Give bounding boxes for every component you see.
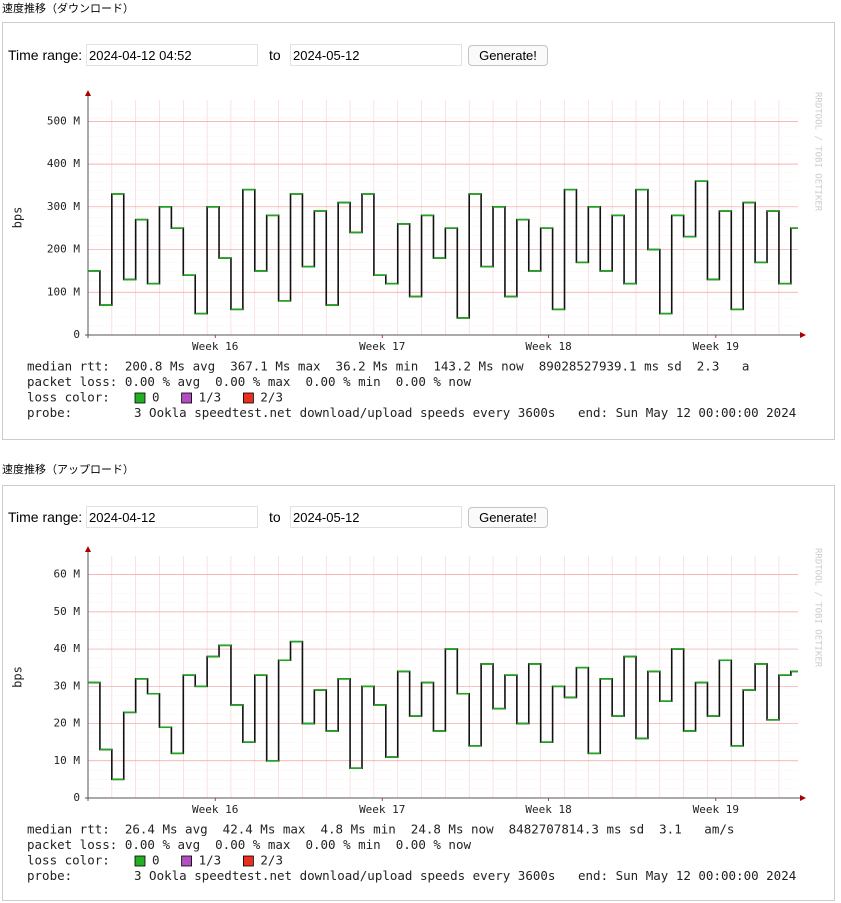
from-input[interactable]: 2024-04-12 04:52: [86, 44, 258, 66]
panel: [2, 485, 835, 901]
legend-swatch: [181, 855, 193, 867]
legend-swatch: [134, 392, 146, 404]
y-axis-label: bps: [11, 207, 25, 229]
panel: [2, 22, 835, 440]
graph: 0 100 M 200 M 300 M 400 M 500 M Week 16 Week 17…: [11, 90, 823, 420]
end-text: end: Sun May 12 00:00:00 2024: [578, 868, 796, 883]
arrow: [800, 795, 806, 801]
generate-button[interactable]: Generate!: [468, 45, 548, 66]
probe-label: probe:: [27, 405, 72, 420]
graph: 0 10 M 20 M 30 M 40 M 50 M 60 M Week 16 Week 17 W…: [11, 546, 823, 883]
section-heading: 速度推移（ダウンロード）: [2, 3, 134, 15]
data-line: [88, 180, 798, 319]
generate-button[interactable]: Generate!: [468, 507, 548, 528]
arrow: [85, 546, 91, 552]
legend-label: loss color:: [27, 390, 110, 405]
watermark: RRDTOOL / TOBI OETIKER: [813, 548, 823, 668]
end-text: end: Sun May 12 00:00:00 2024: [578, 405, 796, 420]
label: to: [269, 47, 281, 63]
legend-swatch: [242, 392, 254, 404]
y-tick-label: 100 M: [47, 285, 80, 298]
x-tick-label: Week 18: [525, 340, 571, 353]
legend-entry: 0: [152, 390, 160, 405]
y-tick-label: 30 M: [54, 679, 81, 692]
legend-swatch: [134, 855, 146, 867]
legend-entry: 1/3: [199, 390, 222, 405]
stats-line: packet loss: 0.00 % avg 0.00 % max 0.00 …: [27, 837, 471, 852]
y-axis-label: bps: [11, 666, 25, 688]
probe-text: 3 Ookla speedtest.net download/upload sp…: [134, 868, 555, 883]
stats-line: packet loss: 0.00 % avg 0.00 % max 0.00 …: [27, 374, 471, 389]
stats-line: median rtt: 26.4 Ms avg 42.4 Ms max 4.8 …: [27, 822, 734, 837]
y-tick-label: 50 M: [54, 605, 81, 618]
to-input[interactable]: 2024-05-12: [290, 506, 462, 528]
data-line: [88, 640, 798, 781]
x-tick-label: Week 19: [693, 340, 739, 353]
y-tick-label: 200 M: [47, 243, 80, 256]
y-tick-label: 400 M: [47, 157, 80, 170]
legend-swatch: [242, 855, 254, 867]
watermark: RRDTOOL / TOBI OETIKER: [813, 92, 823, 212]
arrow: [800, 332, 806, 338]
legend-entry: 1/3: [199, 853, 222, 868]
y-tick-label: 0: [73, 328, 80, 341]
legend-entry: 0: [152, 853, 160, 868]
y-tick-label: 20 M: [54, 717, 81, 730]
legend-label: loss color:: [27, 853, 110, 868]
y-tick-label: 300 M: [47, 200, 80, 213]
x-tick-label: Week 18: [525, 803, 571, 816]
legend-swatch: [181, 392, 193, 404]
x-tick-label: Week 19: [693, 803, 739, 816]
y-tick-label: 10 M: [54, 754, 81, 767]
x-tick-label: Week 17: [359, 340, 405, 353]
probe-label: probe:: [27, 868, 72, 883]
label: Time range:: [8, 47, 83, 63]
probe-text: 3 Ookla speedtest.net download/upload sp…: [134, 405, 555, 420]
stats-line: median rtt: 200.8 Ms avg 367.1 Ms max 36…: [27, 359, 749, 374]
label: to: [269, 509, 281, 525]
x-tick-label: Week 16: [192, 340, 238, 353]
y-tick-label: 40 M: [54, 642, 81, 655]
x-tick-label: Week 16: [192, 803, 238, 816]
to-input[interactable]: 2024-05-12: [290, 44, 462, 66]
y-tick-label: 60 M: [54, 568, 81, 581]
y-tick-label: 0: [73, 791, 80, 804]
label: Time range:: [8, 509, 83, 525]
legend-entry: 2/3: [260, 390, 283, 405]
section-heading: 速度推移（アップロード）: [2, 464, 134, 476]
from-input[interactable]: 2024-04-12: [86, 506, 258, 528]
x-tick-label: Week 17: [359, 803, 405, 816]
legend-entry: 2/3: [260, 853, 283, 868]
arrow: [85, 90, 91, 96]
y-tick-label: 500 M: [47, 114, 80, 127]
